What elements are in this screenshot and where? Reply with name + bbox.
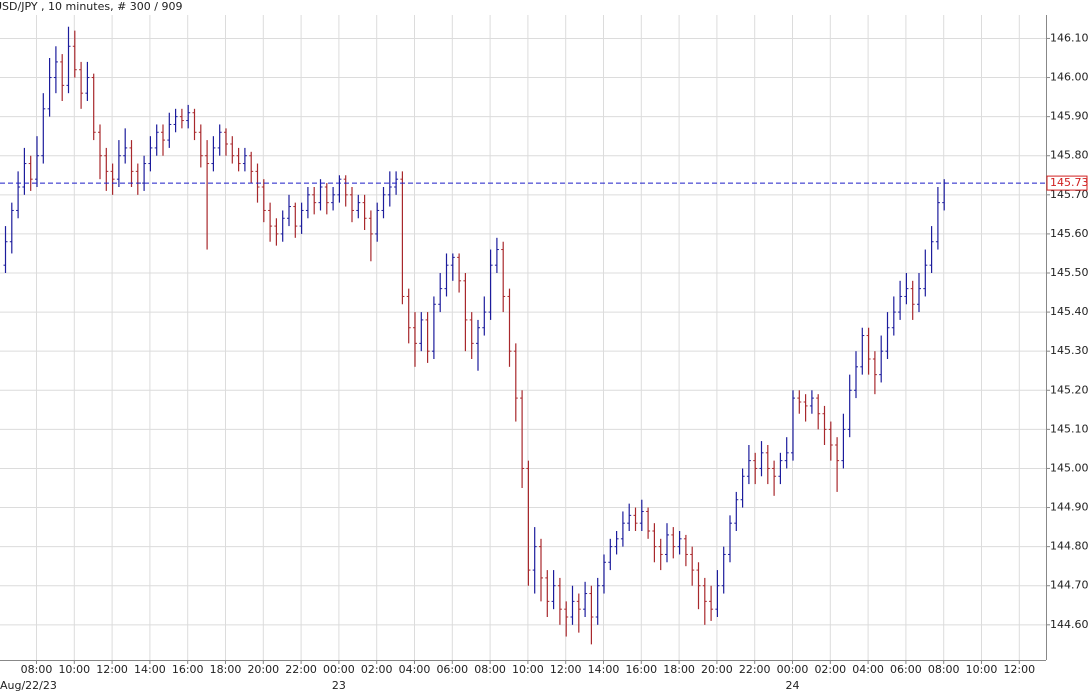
x-tick-label: 14:00	[134, 663, 166, 676]
x-tick-label: 06:00	[436, 663, 468, 676]
x-tick-label: 20:00	[701, 663, 733, 676]
x-tick-label: 12:00	[550, 663, 582, 676]
bars	[3, 26, 947, 645]
x-tick-label: 04:00	[399, 663, 431, 676]
x-tick-label: 10:00	[512, 663, 544, 676]
y-tick-label: 145.60	[1050, 227, 1089, 240]
x-tick-label: 14:00	[588, 663, 620, 676]
x-tick-label: 08:00	[474, 663, 506, 676]
y-tick-label: 145.20	[1050, 383, 1089, 396]
x-tick-label: 18:00	[663, 663, 695, 676]
x-tick-label: 16:00	[172, 663, 204, 676]
x-tick-label: 12:00	[96, 663, 128, 676]
x-tick-label: 16:00	[625, 663, 657, 676]
x-tick-label: 22:00	[739, 663, 771, 676]
x-tick-label: 18:00	[210, 663, 242, 676]
grid	[0, 15, 1046, 660]
last-price-label: 145.73	[1050, 176, 1089, 189]
y-tick-label: 145.10	[1050, 422, 1089, 435]
y-tick-label: 145.30	[1050, 344, 1089, 357]
y-tick-label: 145.70	[1050, 188, 1089, 201]
y-tick-label: 146.10	[1050, 31, 1089, 44]
y-tick-label: 144.60	[1050, 618, 1089, 631]
y-tick-label: 145.00	[1050, 461, 1089, 474]
y-tick-label: 144.90	[1050, 501, 1089, 514]
y-tick-label: 146.00	[1050, 71, 1089, 84]
x-tick-label: 02:00	[814, 663, 846, 676]
x-tick-label: 08:00	[928, 663, 960, 676]
x-tick-label: 00:00	[777, 663, 809, 676]
axes: 144.60 144.70 144.80 144.90 145.00 145.10 145.…	[0, 15, 1089, 692]
x-tick-label: 10:00	[966, 663, 998, 676]
last-price-box	[1046, 175, 1088, 191]
date-label: Aug/22/23	[0, 679, 57, 692]
x-tick-label: 04:00	[852, 663, 884, 676]
date-label: 23	[332, 679, 346, 692]
x-tick-label: 06:00	[890, 663, 922, 676]
x-tick-label: 02:00	[361, 663, 393, 676]
x-tick-label: 08:00	[21, 663, 53, 676]
y-tick-label: 145.90	[1050, 110, 1089, 123]
x-tick-label: 12:00	[1003, 663, 1035, 676]
y-tick-label: 145.80	[1050, 149, 1089, 162]
x-tick-label: 22:00	[285, 663, 317, 676]
x-tick-label: 20:00	[247, 663, 279, 676]
y-tick-label: 144.80	[1050, 540, 1089, 553]
y-tick-label: 144.70	[1050, 579, 1089, 592]
date-label: 24	[786, 679, 800, 692]
chart-title: USD/JPY , 10 minutes, # 300 / 909	[0, 0, 182, 13]
x-tick-label: 00:00	[323, 663, 355, 676]
y-tick-label: 145.50	[1050, 266, 1089, 279]
y-tick-label: 145.40	[1050, 305, 1089, 318]
x-tick-label: 10:00	[58, 663, 90, 676]
